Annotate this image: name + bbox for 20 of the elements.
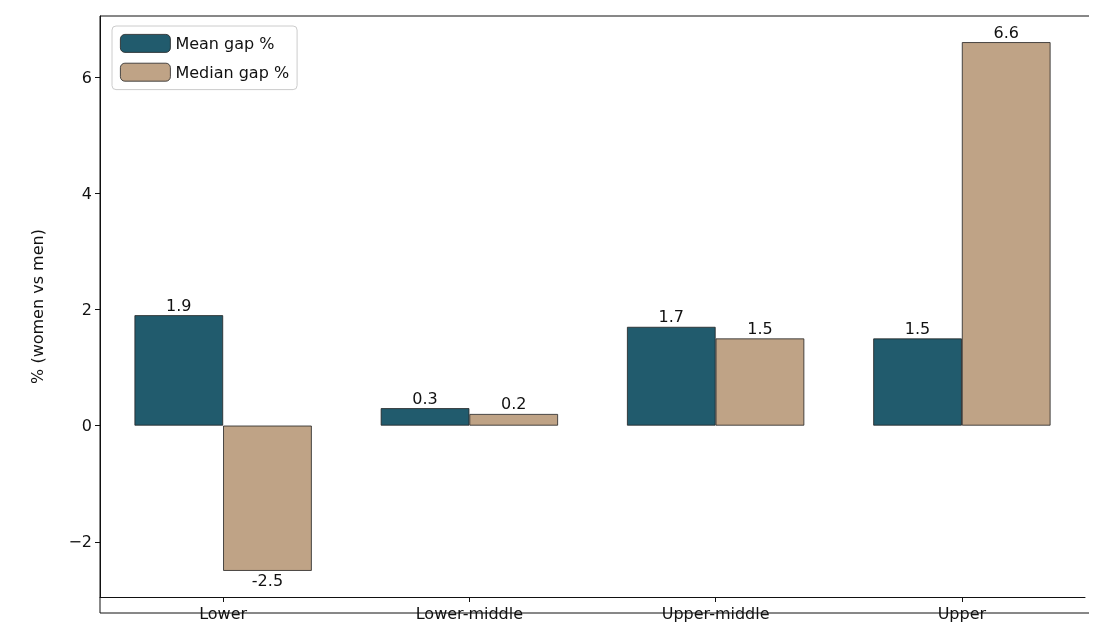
x-tick-label: Upper — [937, 603, 987, 623]
y-axis-title: % (women vs men) — [27, 229, 47, 384]
data-label: 1.9 — [166, 295, 192, 315]
x-tick-label: Upper-middle — [661, 603, 770, 623]
data-label: 1.5 — [747, 318, 773, 338]
x-tick-label: Lower — [199, 603, 248, 623]
legend-label: Mean gap % — [175, 33, 275, 53]
data-label: 6.6 — [993, 22, 1019, 42]
data-label: 1.7 — [658, 307, 685, 327]
x-tick-label: Lower-middle — [415, 603, 524, 623]
y-tick-label: −2 — [68, 532, 92, 552]
data-label: 0.3 — [412, 388, 438, 408]
legend-label: Median gap % — [175, 62, 290, 82]
data-label: -2.5 — [251, 571, 284, 591]
y-tick-label: 0 — [81, 416, 92, 436]
y-tick-label: 2 — [81, 299, 92, 319]
y-tick-label: 4 — [81, 183, 92, 203]
data-label: 0.2 — [500, 394, 527, 414]
data-label: 1.5 — [904, 318, 931, 338]
y-tick-label: 6 — [81, 67, 92, 87]
